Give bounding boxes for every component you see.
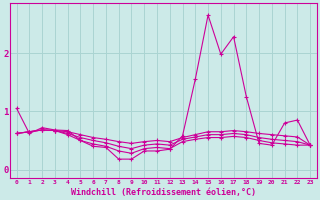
X-axis label: Windchill (Refroidissement éolien,°C): Windchill (Refroidissement éolien,°C)	[71, 188, 256, 197]
